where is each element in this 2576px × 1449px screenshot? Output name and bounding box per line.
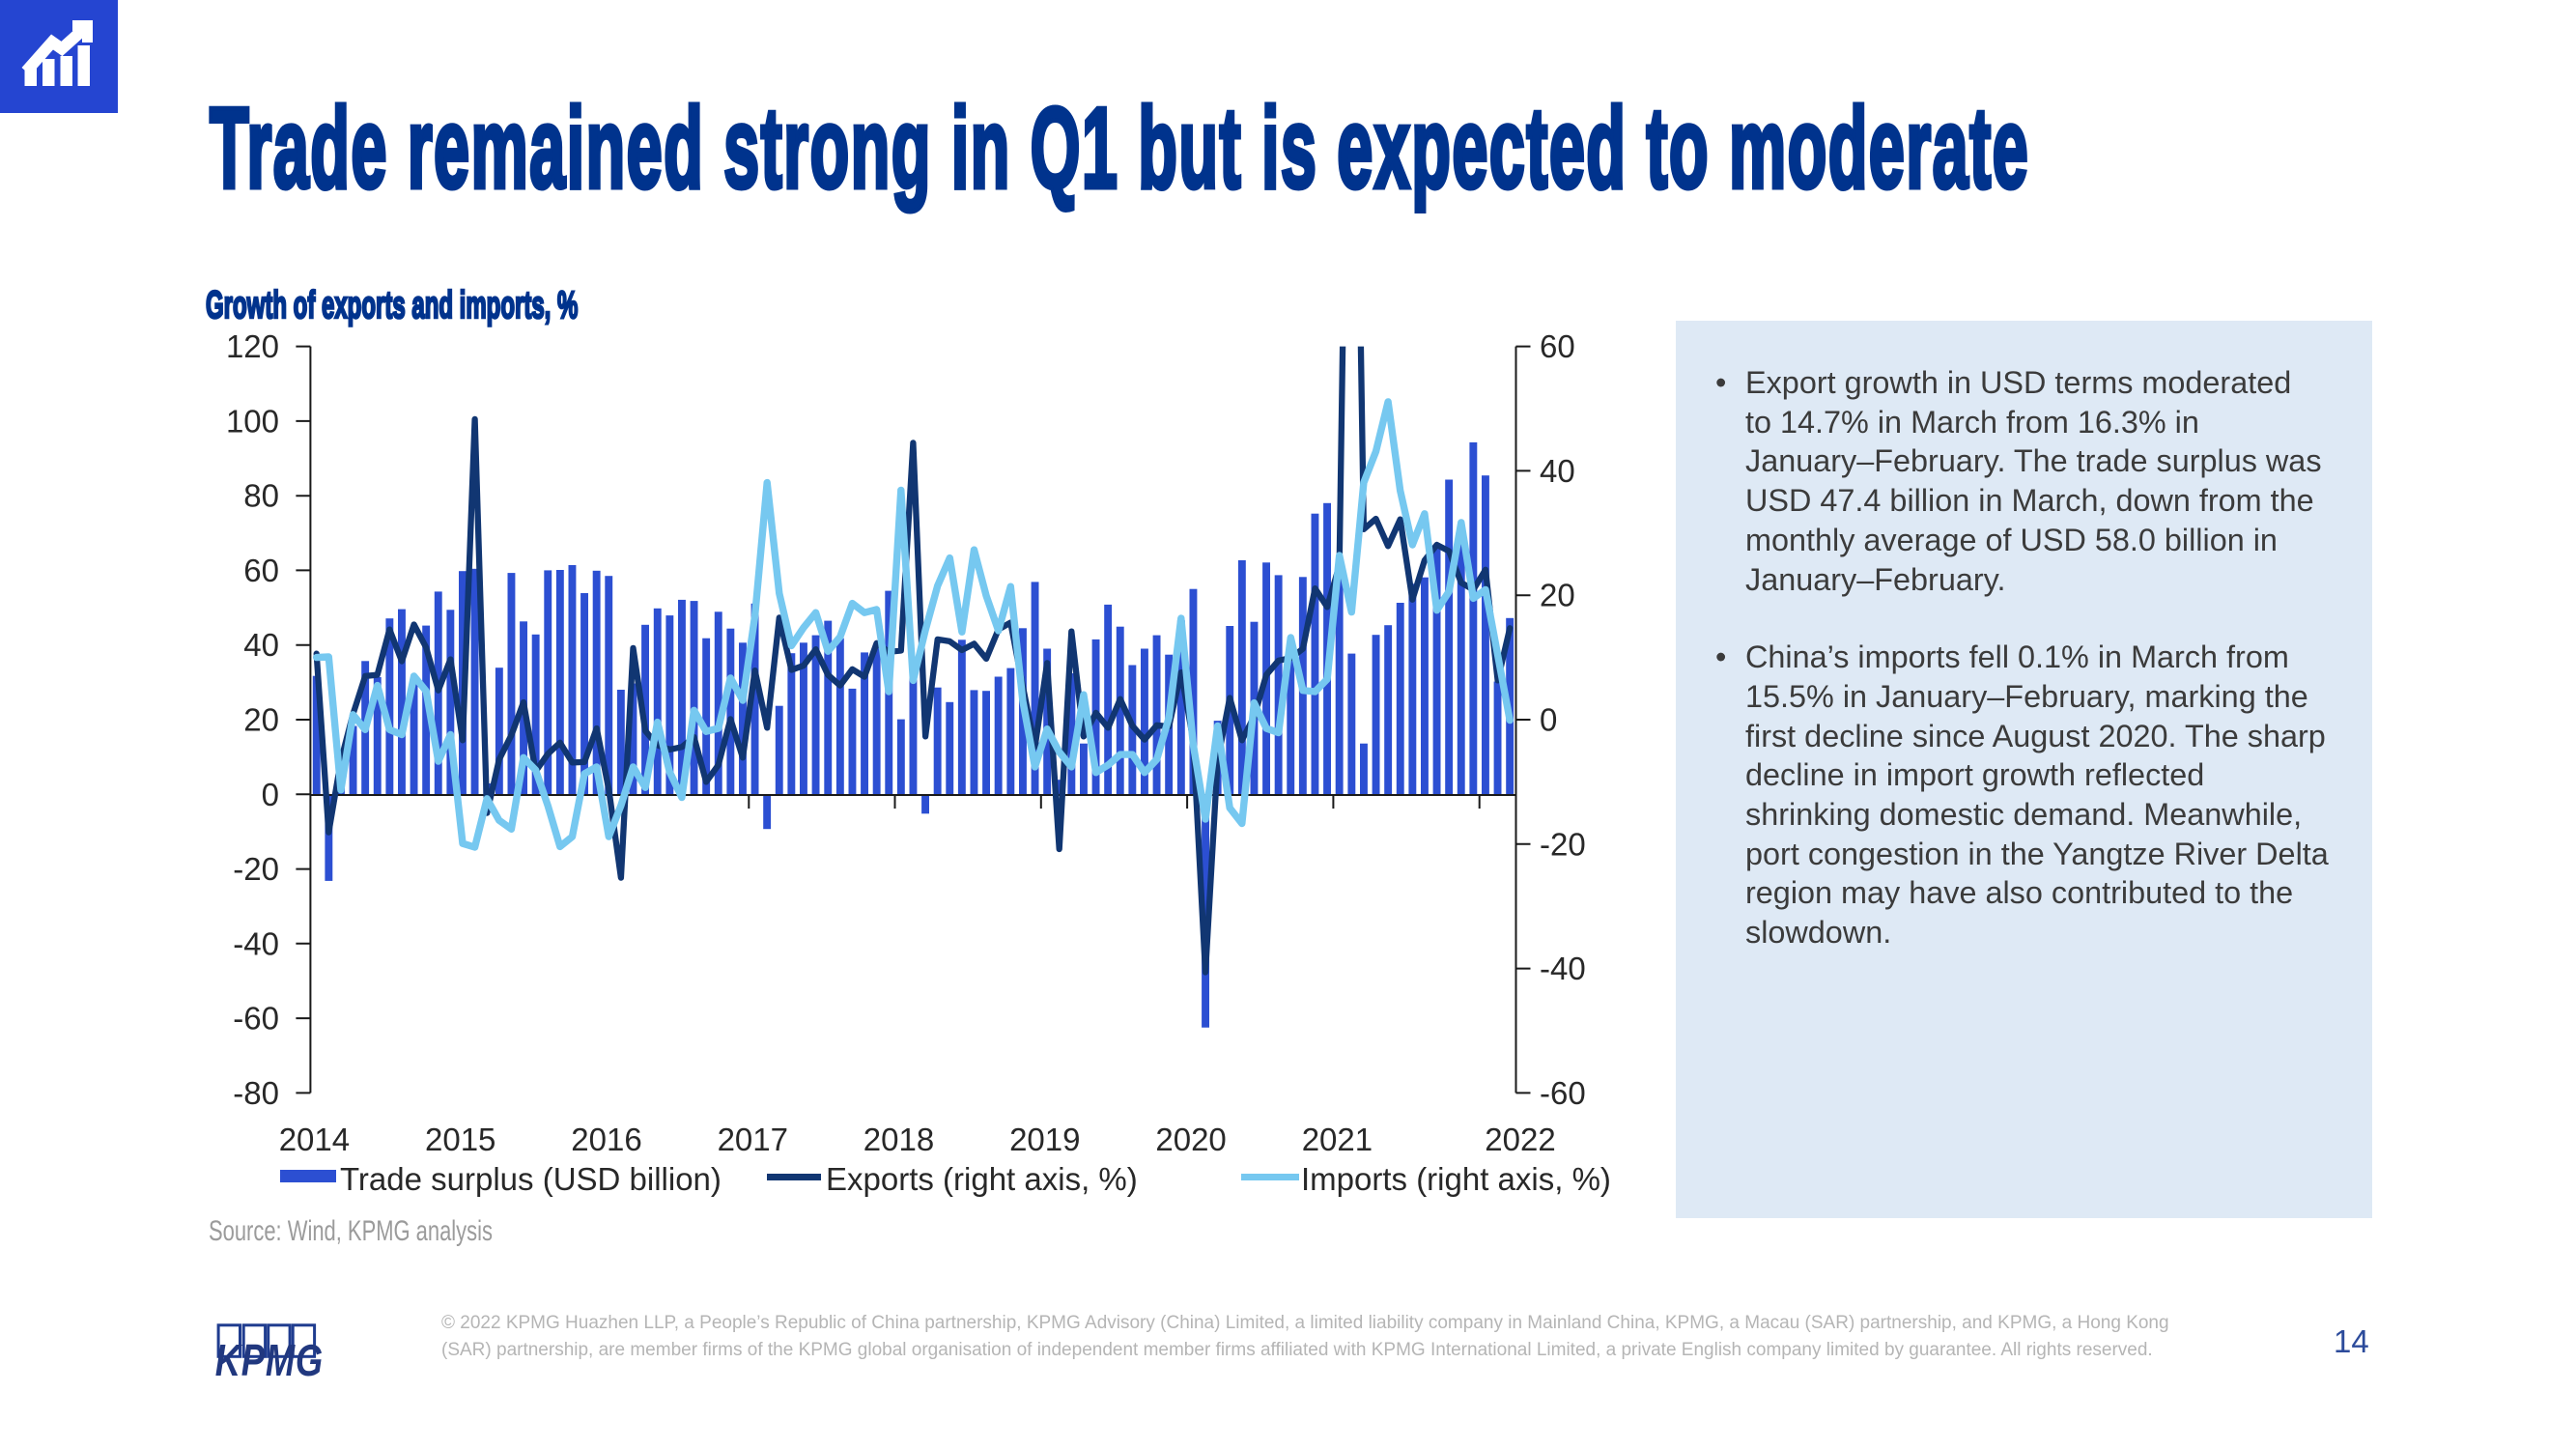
svg-text:-40: -40 bbox=[1540, 951, 1586, 986]
svg-text:Imports (right axis, %): Imports (right axis, %) bbox=[1301, 1161, 1611, 1197]
svg-text:60: 60 bbox=[243, 553, 279, 588]
svg-text:100: 100 bbox=[226, 403, 279, 439]
svg-text:-40: -40 bbox=[233, 925, 279, 961]
svg-text:60: 60 bbox=[1540, 328, 1575, 364]
svg-text:80: 80 bbox=[243, 478, 279, 514]
svg-text:40: 40 bbox=[243, 627, 279, 663]
svg-text:-20: -20 bbox=[233, 851, 279, 887]
svg-text:-80: -80 bbox=[233, 1075, 279, 1111]
svg-text:2019: 2019 bbox=[1009, 1122, 1080, 1157]
svg-text:2018: 2018 bbox=[863, 1122, 934, 1157]
svg-text:20: 20 bbox=[1540, 578, 1575, 613]
svg-text:0: 0 bbox=[262, 777, 279, 812]
svg-text:2014: 2014 bbox=[279, 1122, 350, 1157]
svg-text:2016: 2016 bbox=[571, 1122, 641, 1157]
svg-text:-60: -60 bbox=[233, 1001, 279, 1037]
svg-text:2015: 2015 bbox=[425, 1122, 495, 1157]
svg-text:Trade surplus (USD billion): Trade surplus (USD billion) bbox=[340, 1161, 722, 1197]
svg-text:Exports (right axis, %): Exports (right axis, %) bbox=[826, 1161, 1138, 1197]
svg-text:40: 40 bbox=[1540, 453, 1575, 489]
svg-text:KPMG: KPMG bbox=[215, 1335, 324, 1381]
svg-text:2017: 2017 bbox=[718, 1122, 788, 1157]
svg-text:2022: 2022 bbox=[1485, 1122, 1555, 1157]
svg-text:20: 20 bbox=[243, 702, 279, 738]
svg-text:2020: 2020 bbox=[1155, 1122, 1226, 1157]
svg-text:-20: -20 bbox=[1540, 826, 1586, 862]
svg-text:-60: -60 bbox=[1540, 1075, 1586, 1111]
svg-text:2021: 2021 bbox=[1302, 1122, 1373, 1157]
svg-text:120: 120 bbox=[226, 328, 279, 364]
svg-text:0: 0 bbox=[1540, 702, 1557, 738]
